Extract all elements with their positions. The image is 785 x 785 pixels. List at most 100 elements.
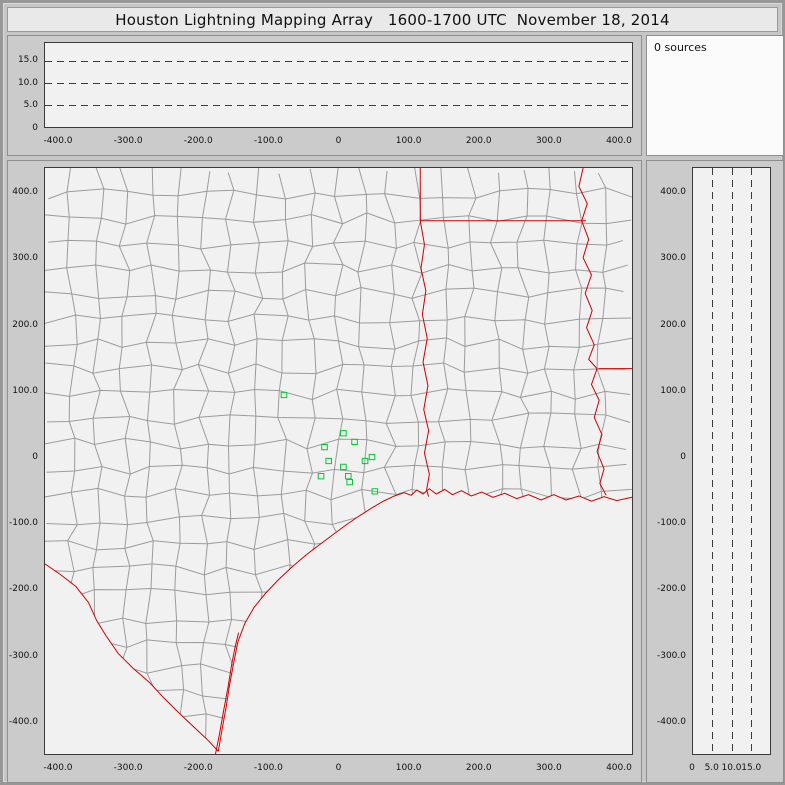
tick-label: -300.0 <box>113 763 143 773</box>
county-line <box>45 664 625 675</box>
county-line <box>48 188 632 199</box>
lma-station-marker <box>345 474 351 479</box>
tick-label: 0 <box>335 763 342 773</box>
county-line <box>45 438 626 449</box>
county-line <box>437 168 449 742</box>
plan-view-map[interactable] <box>44 167 633 755</box>
county-line <box>384 171 396 747</box>
county-boundaries <box>45 168 632 749</box>
ew-altitude-plot[interactable] <box>44 42 633 128</box>
county-line <box>278 174 290 743</box>
county-line <box>252 168 263 746</box>
ns-altitude-panel: 400.0 300.0 200.0 100.0 0 -100.0 -200.0 -300.0 -… <box>646 160 784 783</box>
tick-label: 15.0 <box>17 55 38 66</box>
tick-label: 400.0 <box>606 136 632 146</box>
county-line <box>411 168 422 739</box>
tick-label: 200.0 <box>12 319 38 330</box>
title-bar: Houston Lightning Mapping Array 1600-170… <box>7 7 778 32</box>
county-line <box>45 689 624 699</box>
tick-label: 0 <box>335 136 342 146</box>
tick-label: -100.0 <box>8 518 38 529</box>
county-line <box>45 640 632 651</box>
mississippi-river <box>579 168 606 495</box>
altitude-gridline <box>750 168 752 754</box>
county-line <box>46 513 627 524</box>
map-x-axis: -400.0 -300.0 -200.0 -100.0 0 100.0 200.0 300.0… <box>44 761 633 776</box>
ns-altitude-x-axis: 0 5.0 10.0 15.0 <box>689 761 771 776</box>
tick-label: -100.0 <box>253 136 283 146</box>
lma-station-marker <box>326 458 332 463</box>
county-line <box>45 363 625 374</box>
plan-view-map-panel: 400.0 300.0 200.0 100.0 0 -100.0 -200.0 -300.0-… <box>7 160 642 783</box>
county-line <box>305 169 317 742</box>
county-line <box>45 288 623 300</box>
county-line <box>146 168 156 740</box>
county-line <box>45 263 628 273</box>
map-y-axis: 400.0 300.0 200.0 100.0 0 -100.0 -200.0 -300.0 -… <box>8 167 41 755</box>
county-line <box>47 413 630 424</box>
county-line <box>45 488 632 499</box>
ew-altitude-y-axis: 15.0 10.0 5.0 0 <box>8 42 41 133</box>
lma-station-marker <box>369 454 375 459</box>
tick-label: -400.0 <box>43 763 73 773</box>
lma-station-marker <box>341 431 347 436</box>
lma-station-marker <box>347 479 353 484</box>
page-title: Houston Lightning Mapping Array 1600-170… <box>115 10 670 29</box>
county-line <box>45 714 627 725</box>
county-line <box>45 588 629 600</box>
lma-station-marker <box>318 474 324 479</box>
altitude-gridline <box>45 82 632 84</box>
tick-label: 10.0 <box>17 77 38 88</box>
county-line <box>45 338 632 350</box>
tick-label: -100.0 <box>656 518 686 529</box>
county-line <box>45 389 630 400</box>
tick-label: -300.0 <box>113 136 143 146</box>
tick-label: 200.0 <box>465 136 492 146</box>
county-line <box>570 171 582 743</box>
county-line <box>45 213 631 224</box>
county-line <box>47 464 627 474</box>
county-line <box>597 173 609 744</box>
tick-label: 400.0 <box>12 187 38 198</box>
tick-label: -400.0 <box>656 716 686 727</box>
tick-label: 0 <box>689 763 695 773</box>
county-line <box>225 172 236 744</box>
tick-label: 200.0 <box>660 319 686 330</box>
county-line <box>45 564 626 575</box>
county-line <box>544 168 556 745</box>
tick-label: -300.0 <box>656 650 686 661</box>
lma-station-marker <box>322 445 328 450</box>
tick-label: -400.0 <box>43 136 73 146</box>
tick-label: 5.0 <box>23 100 38 111</box>
ns-altitude-plot[interactable] <box>692 167 771 755</box>
county-line <box>119 168 130 747</box>
county-line <box>464 168 476 745</box>
tick-label: -200.0 <box>183 763 213 773</box>
tick-label: -300.0 <box>8 650 38 661</box>
tick-label: 15.0 <box>741 763 762 773</box>
tick-label: 300.0 <box>660 253 686 264</box>
tick-label: 0 <box>32 452 38 463</box>
tick-label: 5.0 <box>704 763 719 773</box>
county-line <box>67 168 78 749</box>
tick-label: -200.0 <box>656 584 686 595</box>
lma-station-marker <box>281 392 287 397</box>
lma-station-marker <box>372 489 378 494</box>
tick-label: 300.0 <box>535 136 562 146</box>
county-line <box>490 173 502 748</box>
map-canvas <box>45 168 632 754</box>
tick-label: -200.0 <box>183 136 213 146</box>
tick-label: 200.0 <box>465 763 492 773</box>
ew-altitude-panel: 15.0 10.0 5.0 0 -400.0 -300.0 -200.0 -100.0 0 10… <box>7 35 642 156</box>
tick-label: -400.0 <box>8 716 38 727</box>
tick-label: 100.0 <box>395 136 422 146</box>
tick-label: 400.0 <box>660 187 686 198</box>
lma-station-marker <box>362 458 368 463</box>
barrier-island <box>216 633 239 754</box>
county-line <box>92 168 104 744</box>
altitude-gridline <box>731 168 733 754</box>
tick-label: 10.0 <box>721 763 742 773</box>
altitude-gridline <box>45 104 632 106</box>
county-line <box>172 168 183 744</box>
